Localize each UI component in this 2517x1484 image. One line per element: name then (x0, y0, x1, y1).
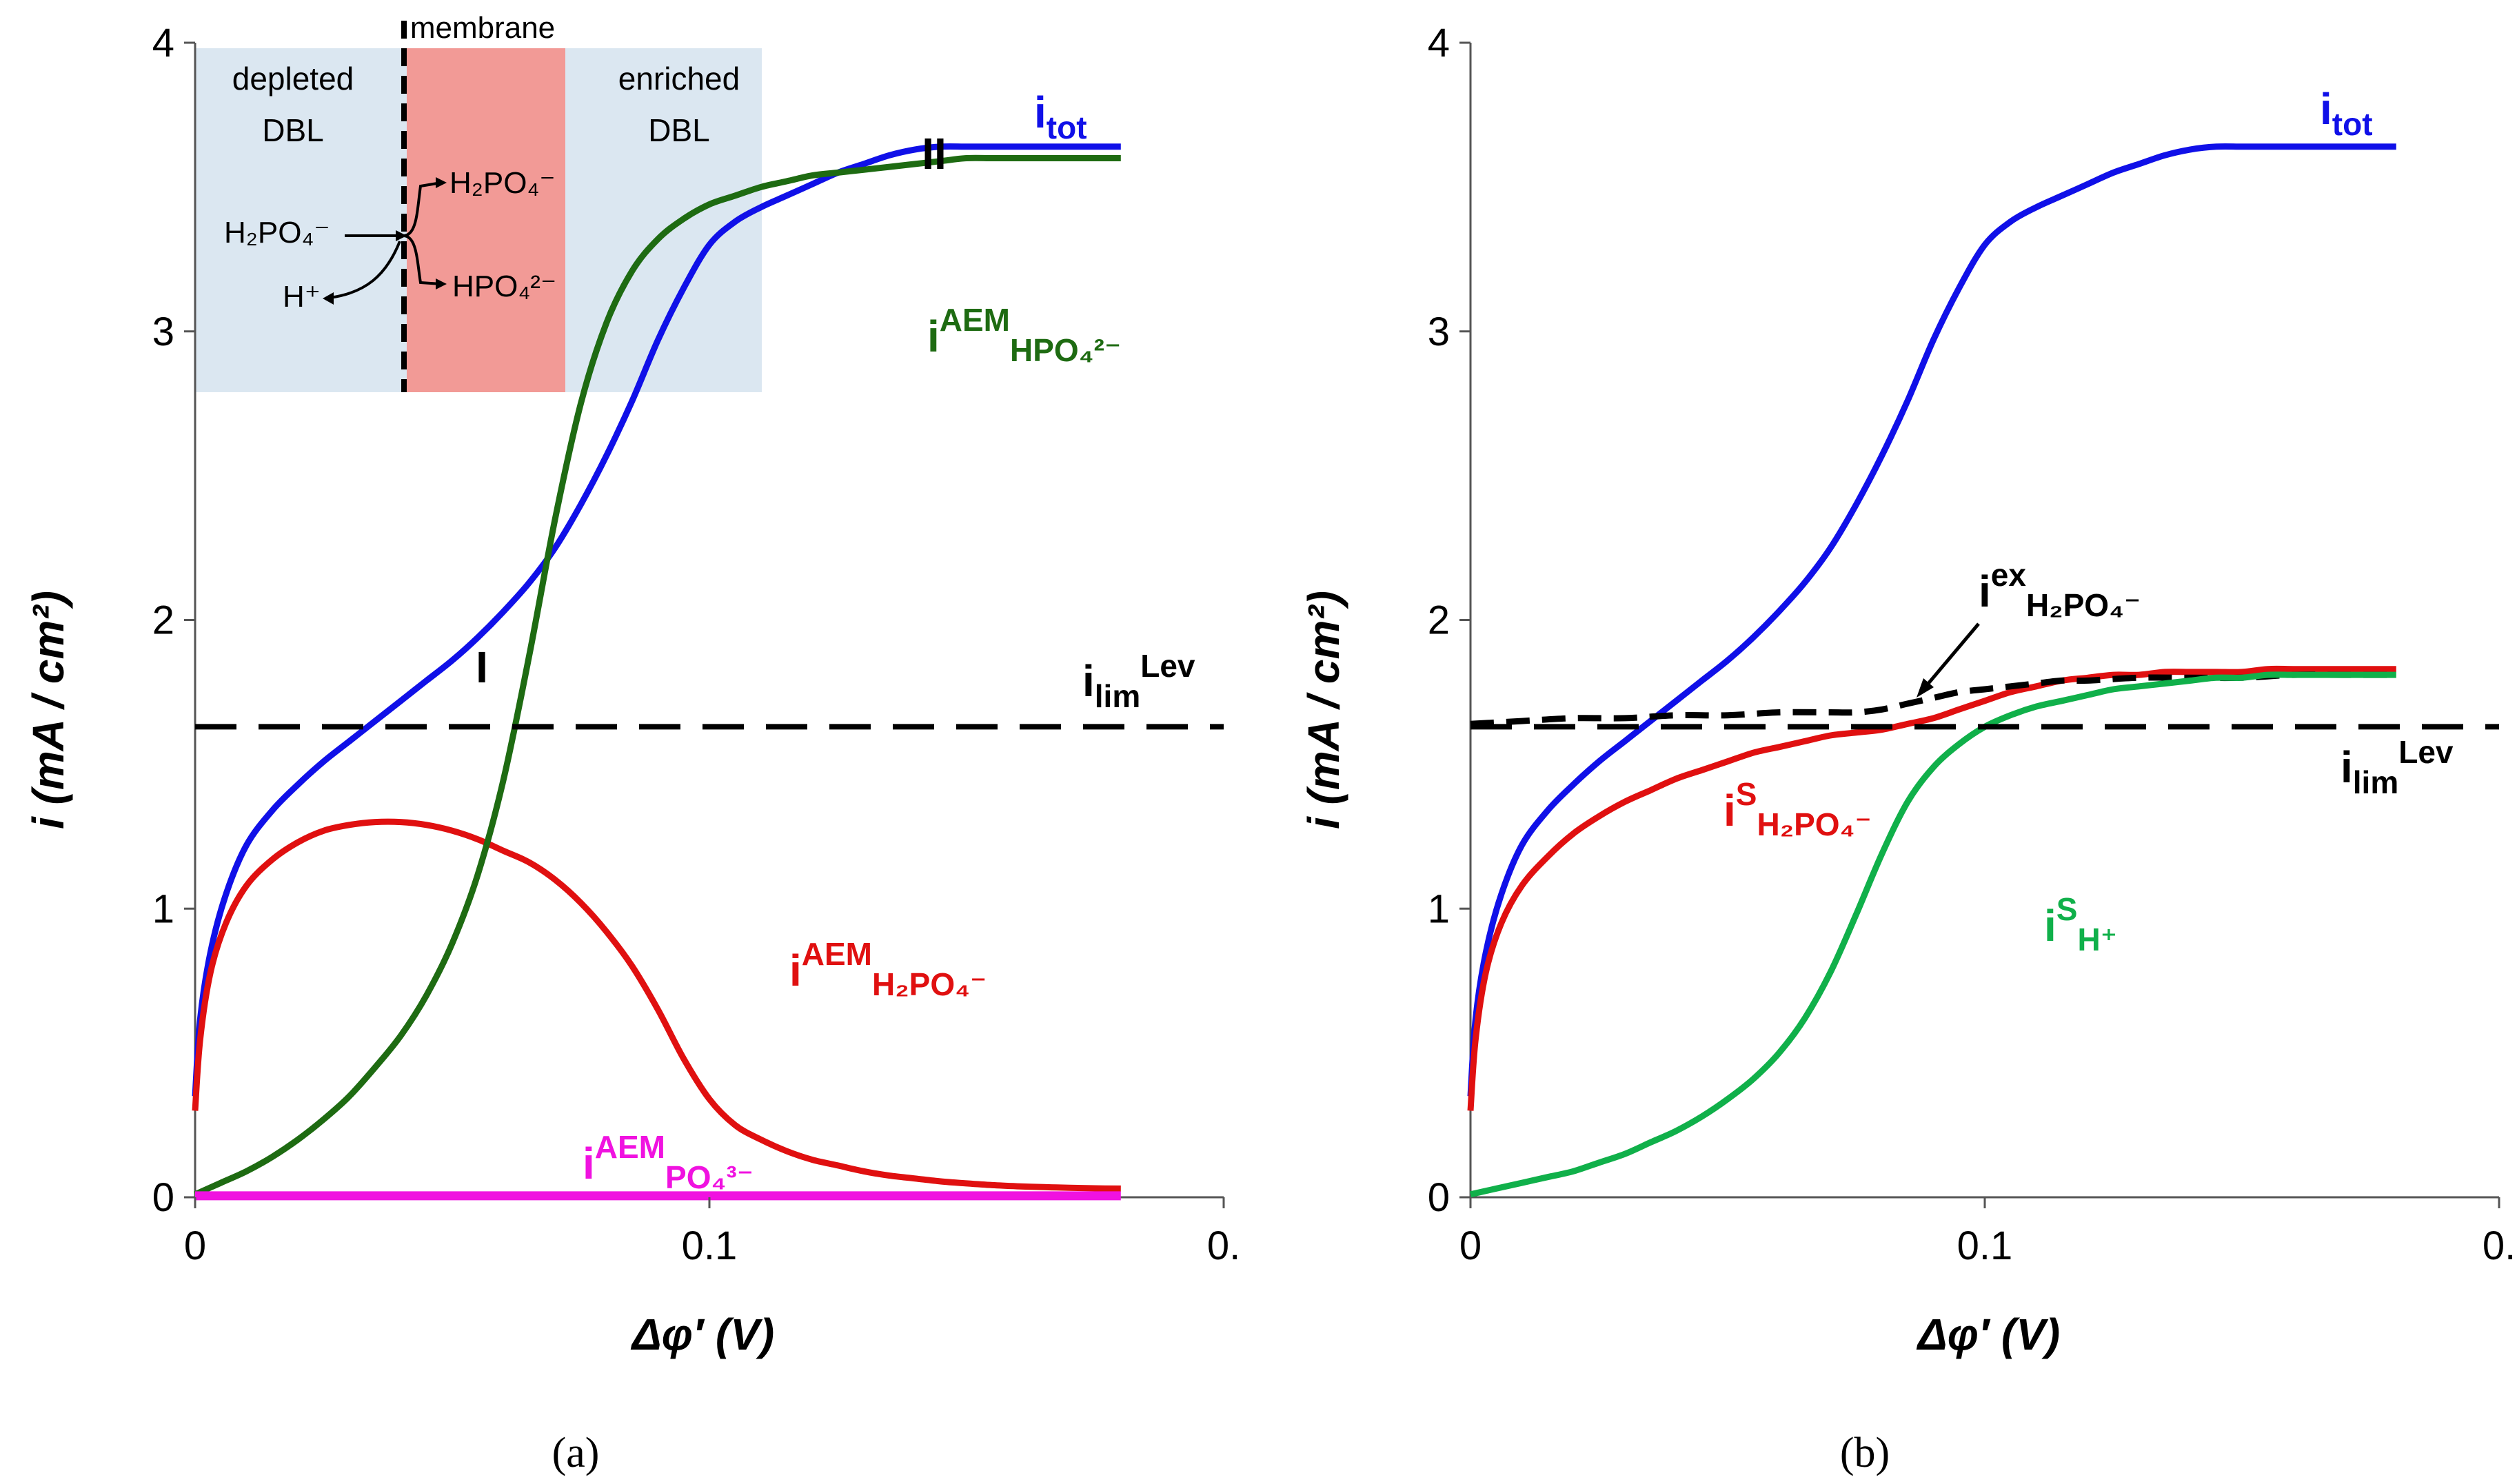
y-tick-label-a: 0 (152, 1175, 174, 1220)
label-b-i-s-h: iSH⁺ (2044, 891, 2117, 957)
y-axis-label-a: i (mA / cm²) (23, 591, 73, 829)
y-tick-label-b: 1 (1428, 886, 1450, 931)
panel-a: membrane depleted DBL enriched DBL H₂PO₄… (23, 11, 1240, 1476)
ex-arrow (1917, 622, 1980, 698)
label-a-i-lim-lev: ilimLev (1082, 648, 1195, 714)
panel-label-b: (b) (1840, 1430, 1890, 1476)
label-a-i-tot: itot (1034, 88, 1087, 145)
axes-b (1469, 43, 2499, 1199)
inset-label-depleted-dbl: DBL (262, 112, 323, 148)
inset-species-h2po4-in: H₂PO₄⁻ (224, 216, 330, 250)
inset-species-hpo4-out: HPO₄²⁻ (452, 270, 556, 303)
y-tick-label-b: 2 (1428, 598, 1450, 643)
annotation-I: I (476, 642, 488, 692)
inset-mechanism: membrane depleted DBL enriched DBL H₂PO₄… (195, 11, 762, 392)
series-line-b-i-s-h (1470, 671, 2396, 1198)
annotation-II: II (922, 129, 947, 179)
x-tick-label-b: 0.1 (1957, 1223, 2013, 1268)
y-tick-label-a: 4 (152, 21, 174, 65)
series-b (1467, 143, 2499, 1198)
panel-label-a: (a) (552, 1430, 600, 1476)
inset-label-enriched-dbl: DBL (648, 112, 709, 148)
label-a-i-aem-po4: iAEMPO₄³⁻ (583, 1129, 754, 1195)
y-tick-label-a: 1 (152, 886, 174, 931)
y-tick-label-a: 2 (152, 598, 174, 643)
series-line-a-i-aem-h2po4 (192, 818, 1121, 1192)
x-axis-label-a: Δφ′ (V) (631, 1310, 774, 1359)
depleted-dbl-region (195, 48, 407, 392)
y-tick-label-b: 3 (1428, 309, 1450, 354)
x-tick-label-a: 0. (1207, 1223, 1240, 1268)
x-tick-label-b: 0 (1459, 1223, 1482, 1268)
series-line-b-i-tot (1467, 143, 2396, 1097)
inset-species-h2po4-out: H₂PO₄⁻ (449, 166, 556, 200)
label-b-i-lim-lev: ilimLev (2341, 734, 2454, 800)
inset-label-enriched: enriched (618, 61, 740, 96)
label-a-i-aem-h2po4: iAEMH₂PO₄⁻ (789, 936, 987, 1002)
series-a (192, 143, 1224, 1201)
y-tick-label-b: 4 (1428, 21, 1450, 65)
ticks-b: 0 1 2 3 4 0 0.1 0. (1428, 21, 2516, 1268)
x-tick-label-a: 0 (184, 1223, 206, 1268)
inset-label-membrane: membrane (410, 11, 555, 45)
label-b-i-ex-h2po4: iexH₂PO₄⁻ (1979, 557, 2141, 623)
series-line-a-i-aem-hpo4 (194, 154, 1121, 1197)
x-axis-label-b: Δφ′ (V) (1917, 1310, 2060, 1359)
label-a-i-aem-hpo4: iAEMHPO₄²⁻ (927, 302, 1121, 368)
label-b-i-tot: itot (2320, 84, 2373, 142)
y-axis-label-b: i (mA / cm²) (1299, 591, 1348, 829)
membrane-region (407, 48, 565, 392)
panel-b: 0 1 2 3 4 0 0.1 0. i (mA / cm²) Δφ′ (V) (b) ito… (1299, 21, 2516, 1476)
x-tick-label-b: 0. (2483, 1223, 2516, 1268)
y-tick-label-b: 0 (1428, 1175, 1450, 1220)
inset-arrows (323, 177, 447, 305)
inset-species-h-plus: H⁺ (283, 280, 321, 314)
series-line-a-i-tot (192, 143, 1121, 1097)
series-line-b-i-s-h2po4 (1467, 665, 2396, 1111)
label-b-i-s-h2po4: iSH₂PO₄⁻ (1724, 776, 1872, 842)
x-tick-label-a: 0.1 (682, 1223, 738, 1268)
ticks-a: 0 1 2 3 4 0 0.1 0. (152, 21, 1240, 1268)
y-tick-label-a: 3 (152, 309, 174, 354)
inset-label-depleted: depleted (232, 61, 354, 96)
